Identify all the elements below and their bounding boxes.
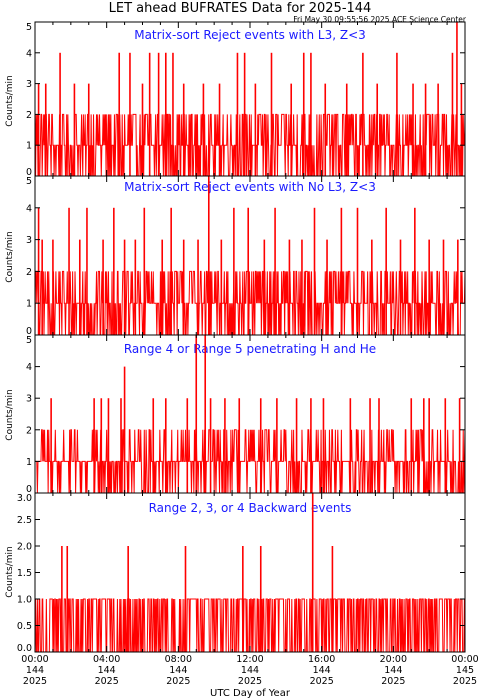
x-tick-label-year: 2025 bbox=[23, 676, 47, 687]
x-tick-label-time: 20:00 bbox=[380, 654, 407, 665]
x-tick-label-doy: 144 bbox=[384, 665, 402, 676]
y-tick-label: 2.5 bbox=[17, 515, 32, 526]
x-tick-label-doy: 144 bbox=[241, 665, 259, 676]
x-tick-label-doy: 144 bbox=[313, 665, 331, 676]
x-tick-label-time: 04:00 bbox=[93, 654, 120, 665]
x-tick-label-year: 2025 bbox=[95, 676, 119, 687]
y-tick-label: 1 bbox=[26, 457, 32, 468]
timestamp-label: Fri May 30 09:55:56 2025 ACE Science Cen… bbox=[293, 15, 467, 24]
y-axis-label: Counts/min bbox=[5, 231, 15, 282]
panel-title: Range 2, 3, or 4 Backward events bbox=[149, 501, 352, 515]
y-tick-label: 2 bbox=[26, 110, 32, 121]
y-tick-label: 0 bbox=[26, 484, 32, 495]
y-tick-label: 5 bbox=[26, 335, 32, 346]
x-tick-label-time: 08:00 bbox=[165, 654, 192, 665]
y-tick-label: 4 bbox=[26, 48, 32, 59]
y-tick-label: 3 bbox=[26, 79, 32, 90]
panel-4: Range 2, 3, or 4 Backward events 0.0 0.5 1… bbox=[5, 492, 466, 654]
y-axis-label: Counts/min bbox=[5, 546, 15, 597]
y-tick-label: 2 bbox=[26, 267, 32, 278]
panel-3-plot: 0 1 2 3 4 5 bbox=[26, 334, 466, 495]
x-axis-label: UTC Day of Year bbox=[210, 688, 291, 699]
panel-title: Range 4 or Range 5 penetrating H and He bbox=[124, 342, 376, 356]
x-tick-label-year: 2025 bbox=[381, 676, 405, 687]
y-tick-label: 1 bbox=[26, 299, 32, 310]
y-tick-label: 5 bbox=[26, 176, 32, 187]
x-tick-label-time: 00:00 bbox=[21, 654, 48, 665]
x-tick-label-doy: 145 bbox=[456, 665, 474, 676]
y-axis-label: Counts/min bbox=[5, 389, 15, 440]
y-tick-label: 1.5 bbox=[17, 568, 32, 579]
y-tick-label: 5 bbox=[26, 22, 32, 33]
panel-1: Matrix-sort Reject events with L3, Z<3 0… bbox=[5, 21, 466, 178]
y-tick-label: 0 bbox=[26, 167, 32, 178]
y-tick-label: 0 bbox=[26, 326, 32, 337]
series-trace bbox=[35, 429, 466, 494]
x-tick-label-doy: 144 bbox=[26, 665, 44, 676]
y-tick-label: 3 bbox=[26, 394, 32, 405]
y-tick-label: 0.5 bbox=[17, 621, 32, 632]
y-tick-label: 4 bbox=[26, 362, 32, 373]
y-tick-label: 3 bbox=[26, 235, 32, 246]
x-tick-label-year: 2025 bbox=[453, 676, 477, 687]
figure-title: LET ahead BUFRATES Data for 2025-144 bbox=[109, 1, 372, 16]
panel-title: Matrix-sort Reject events with No L3, Z<… bbox=[124, 180, 376, 194]
y-tick-label: 2 bbox=[26, 425, 32, 436]
panel-title: Matrix-sort Reject events with L3, Z<3 bbox=[134, 28, 366, 42]
x-tick-label-year: 2025 bbox=[166, 676, 190, 687]
x-tick-labels: 00:00144202504:00144202508:00144202512:0… bbox=[21, 654, 478, 687]
series-trace bbox=[34, 270, 466, 336]
panel-3: Range 4 or Range 5 penetrating H and He … bbox=[5, 334, 466, 495]
panel-2: Matrix-sort Reject events with No L3, Z<… bbox=[5, 175, 466, 337]
x-tick-label-doy: 144 bbox=[169, 665, 187, 676]
series-trace bbox=[34, 598, 466, 653]
y-tick-label: 3.0 bbox=[17, 493, 32, 504]
y-tick-label: 1 bbox=[26, 141, 32, 152]
y-axis-label: Counts/min bbox=[5, 75, 15, 126]
x-tick-label-time: 12:00 bbox=[236, 654, 263, 665]
series-trace bbox=[34, 113, 466, 177]
panel-2-plot: 0 1 2 3 4 5 bbox=[26, 175, 466, 337]
y-tick-label: 2.0 bbox=[17, 542, 32, 553]
x-tick-label-year: 2025 bbox=[310, 676, 334, 687]
x-tick-label-time: 00:00 bbox=[451, 654, 478, 665]
x-tick-label-year: 2025 bbox=[238, 676, 262, 687]
panel-1-plot: 0 1 2 3 4 5 bbox=[26, 21, 466, 178]
y-tick-label: 4 bbox=[26, 203, 32, 214]
panel-4-plot: 0.0 0.5 1.0 1.5 2.0 2.5 3.0 bbox=[17, 492, 466, 654]
x-tick-label-doy: 144 bbox=[98, 665, 116, 676]
y-tick-label: 0.0 bbox=[17, 643, 32, 654]
y-tick-label: 1.0 bbox=[17, 595, 32, 606]
x-tick-label-time: 16:00 bbox=[308, 654, 335, 665]
